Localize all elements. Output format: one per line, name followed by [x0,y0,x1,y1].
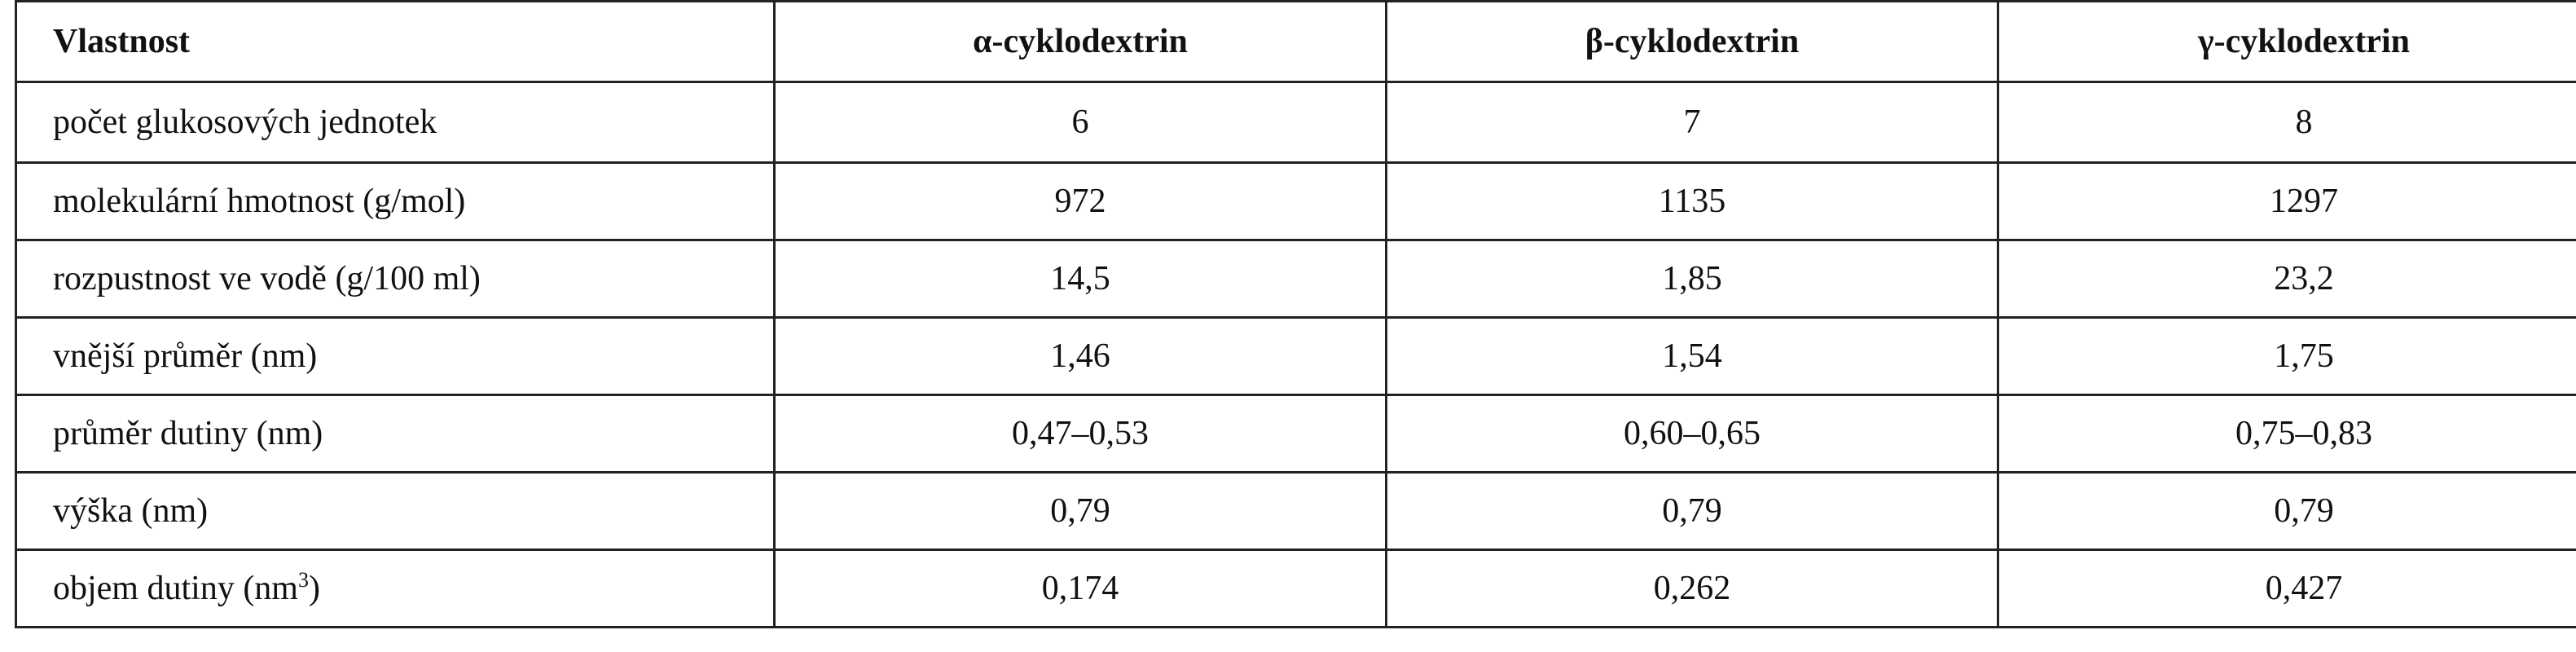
cell-alpha: 1,46 [773,316,1387,396]
cell-alpha: 972 [773,161,1387,241]
table-row: průměr dutiny (nm) 0,47–0,53 0,60–0,65 0… [15,394,2576,474]
header-alpha-cyclodextrin: α-cyklodextrin [773,0,1387,83]
cyclodextrin-properties-table-container: Vlastnost α-cyklodextrin β-cyklodextrin … [15,0,2576,628]
cell-beta: 1135 [1385,161,1999,241]
cell-gamma: 23,2 [1997,239,2576,319]
row-label: objem dutiny (nm3) [15,548,776,628]
table-row: objem dutiny (nm3) 0,174 0,262 0,427 [15,548,2576,628]
cell-gamma: 0,75–0,83 [1997,394,2576,474]
header-beta-cyclodextrin: β-cyklodextrin [1385,0,1999,83]
table-row: molekulární hmotnost (g/mol) 972 1135 12… [15,161,2576,241]
header-row: Vlastnost α-cyklodextrin β-cyklodextrin … [15,0,2576,83]
cell-beta: 1,85 [1385,239,1999,319]
table-row: výška (nm) 0,79 0,79 0,79 [15,471,2576,551]
row-label-suffix: ) [308,570,320,607]
cell-beta: 7 [1385,81,1999,164]
row-label: vnější průměr (nm) [15,316,776,396]
cell-beta: 0,262 [1385,548,1999,628]
cyclodextrin-properties-table: Vlastnost α-cyklodextrin β-cyklodextrin … [15,0,2576,628]
cell-alpha: 0,47–0,53 [773,394,1387,474]
row-label: průměr dutiny (nm) [15,394,776,474]
cell-gamma: 8 [1997,81,2576,164]
cell-beta: 0,60–0,65 [1385,394,1999,474]
row-label: výška (nm) [15,471,776,551]
cell-gamma: 1297 [1997,161,2576,241]
cell-gamma: 0,427 [1997,548,2576,628]
cell-beta: 0,79 [1385,471,1999,551]
cell-beta: 1,54 [1385,316,1999,396]
row-label: molekulární hmotnost (g/mol) [15,161,776,241]
cell-alpha: 0,79 [773,471,1387,551]
cell-alpha: 0,174 [773,548,1387,628]
table-body: počet glukosových jednotek 6 7 8 molekul… [15,81,2576,628]
cell-gamma: 0,79 [1997,471,2576,551]
cell-alpha: 14,5 [773,239,1387,319]
table-row: rozpustnost ve vodě (g/100 ml) 14,5 1,85… [15,239,2576,319]
table-row: vnější průměr (nm) 1,46 1,54 1,75 [15,316,2576,396]
header-gamma-cyclodextrin: γ-cyklodextrin [1997,0,2576,83]
cell-alpha: 6 [773,81,1387,164]
row-label-superscript: 3 [297,568,309,592]
row-label: počet glukosových jednotek [15,81,776,164]
table-row: počet glukosových jednotek 6 7 8 [15,81,2576,164]
cell-gamma: 1,75 [1997,316,2576,396]
table-header: Vlastnost α-cyklodextrin β-cyklodextrin … [15,0,2576,83]
row-label-text: objem dutiny (nm [53,570,298,607]
row-label: rozpustnost ve vodě (g/100 ml) [15,239,776,319]
header-property: Vlastnost [15,0,776,83]
